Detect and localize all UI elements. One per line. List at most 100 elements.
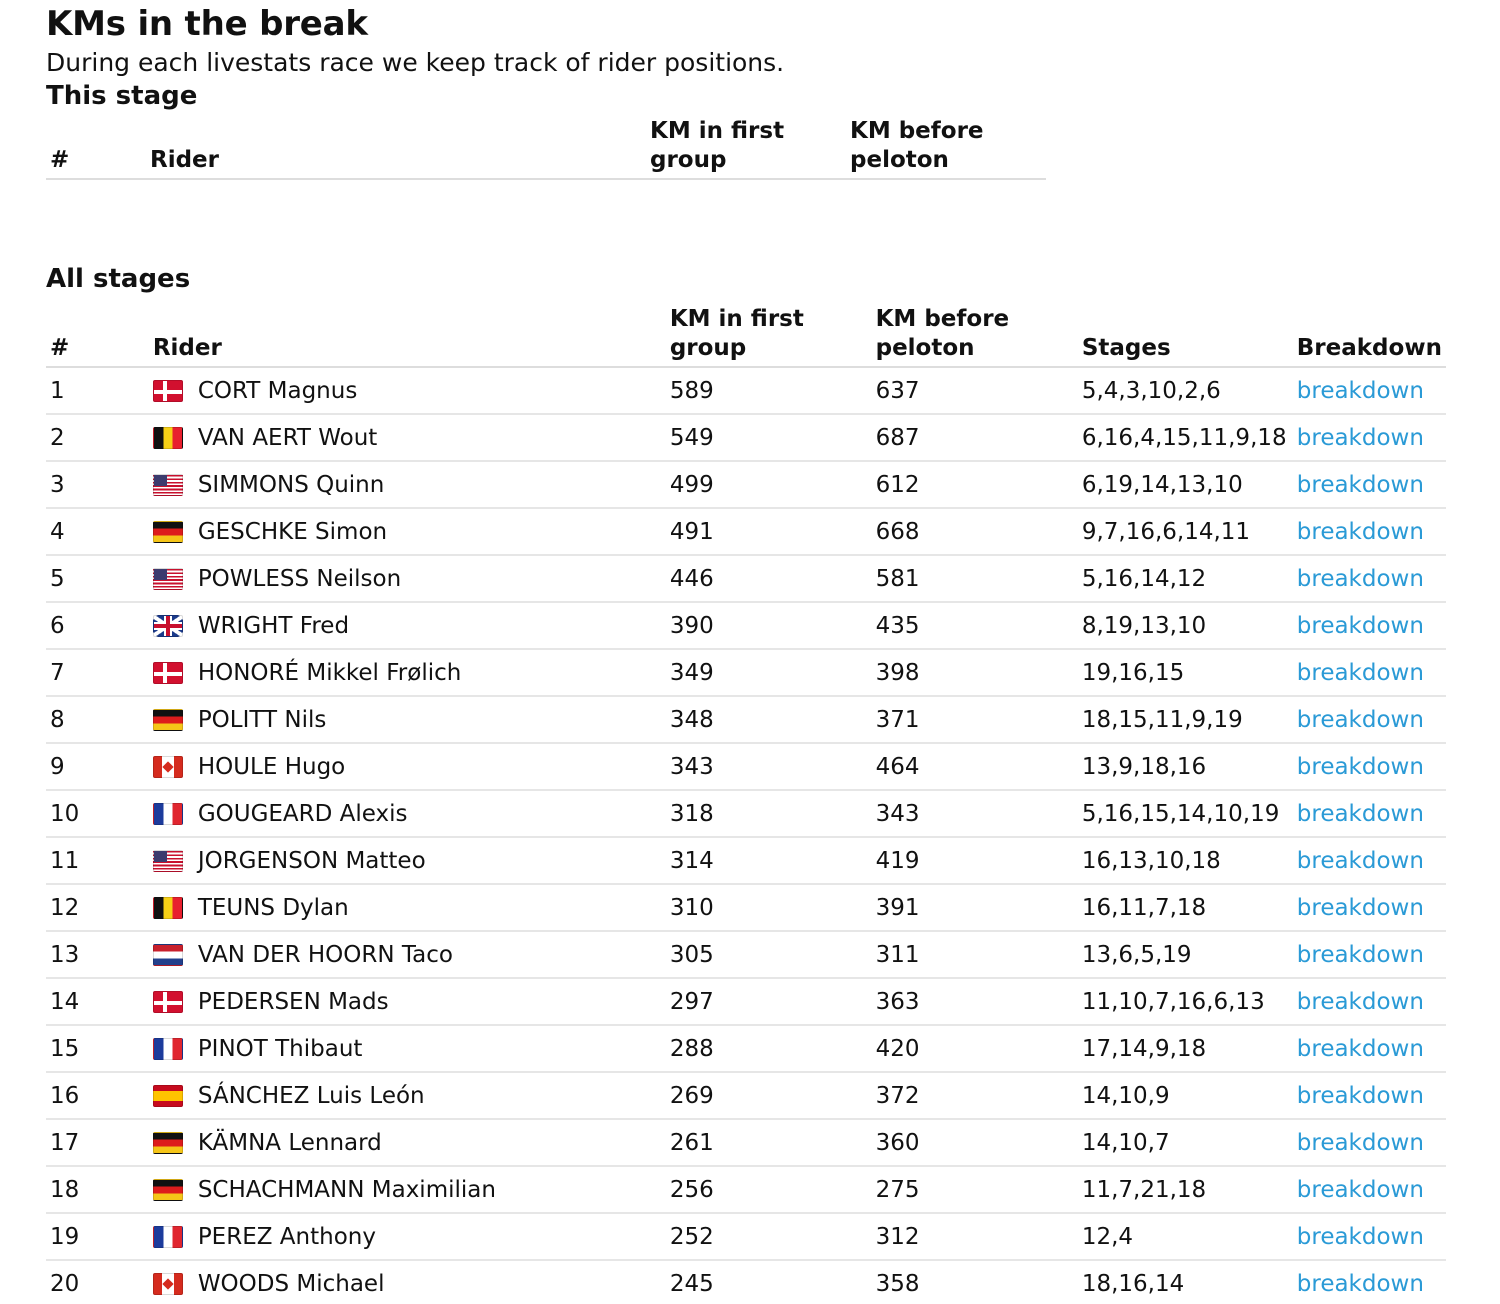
km-first-group-cell: 305 — [665, 931, 872, 979]
rider-name: PEDERSEN Mads — [197, 988, 389, 1015]
km-before-peloton-cell: 637 — [871, 367, 1078, 415]
breakdown-link[interactable]: breakdown — [1296, 753, 1424, 780]
km-first-group-cell: 589 — [665, 367, 872, 415]
km-before-peloton-cell: 312 — [871, 1213, 1078, 1261]
breakdown-link[interactable]: breakdown — [1296, 659, 1424, 686]
rank-cell: 9 — [46, 743, 149, 791]
rider-cell: PEREZ Anthony — [148, 1213, 666, 1261]
breakdown-link[interactable]: breakdown — [1296, 1223, 1424, 1250]
col-header-km-first-group[interactable]: KM in first group — [665, 305, 872, 368]
breakdown-cell: breakdown — [1292, 1119, 1446, 1167]
col-header-num[interactable]: # — [46, 305, 149, 368]
breakdown-link[interactable]: breakdown — [1296, 518, 1424, 545]
stages-cell: 6,16,4,15,11,9,18 — [1077, 414, 1293, 462]
col-header-km-first-group[interactable]: KM in first group — [646, 117, 846, 180]
col-header-stages[interactable]: Stages — [1077, 305, 1293, 368]
col-header-breakdown[interactable]: Breakdown — [1292, 305, 1446, 368]
rank-cell: 16 — [46, 1072, 149, 1120]
breakdown-cell: breakdown — [1292, 508, 1446, 556]
breakdown-link[interactable]: breakdown — [1296, 847, 1424, 874]
breakdown-link[interactable]: breakdown — [1296, 377, 1424, 404]
km-first-group-cell: 549 — [665, 414, 872, 462]
breakdown-link[interactable]: breakdown — [1296, 1176, 1424, 1203]
breakdown-link[interactable]: breakdown — [1296, 988, 1424, 1015]
stages-cell: 9,7,16,6,14,11 — [1077, 508, 1293, 556]
km-first-group-cell: 261 — [665, 1119, 872, 1167]
km-first-group-cell: 310 — [665, 884, 872, 932]
stages-cell: 13,6,5,19 — [1077, 931, 1293, 979]
flag-dk-icon — [152, 661, 183, 684]
rider-name: SÁNCHEZ Luis León — [197, 1082, 425, 1109]
rider-name: POWLESS Neilson — [197, 565, 402, 592]
rider-cell: POLITT Nils — [148, 696, 666, 744]
flag-fr-icon — [152, 1037, 183, 1060]
breakdown-link[interactable]: breakdown — [1296, 1270, 1424, 1297]
table-row: 13 VAN DER HOORN Taco 305 311 13,6,5,19 break… — [46, 931, 1446, 979]
flag-de-icon — [152, 708, 183, 731]
rank-cell: 7 — [46, 649, 149, 697]
stages-cell: 14,10,9 — [1077, 1072, 1293, 1120]
flag-gb-icon — [152, 614, 183, 637]
km-first-group-cell: 390 — [665, 602, 872, 650]
flag-de-icon — [152, 520, 183, 543]
km-first-group-cell: 288 — [665, 1025, 872, 1073]
col-header-rider[interactable]: Rider — [146, 117, 646, 180]
rider-name: HOULE Hugo — [197, 753, 346, 780]
rider-cell: VAN AERT Wout — [148, 414, 666, 462]
breakdown-cell: breakdown — [1292, 1166, 1446, 1214]
stages-cell: 16,13,10,18 — [1077, 837, 1293, 885]
breakdown-link[interactable]: breakdown — [1296, 471, 1424, 498]
breakdown-link[interactable]: breakdown — [1296, 424, 1424, 451]
col-header-num[interactable]: # — [46, 117, 146, 180]
breakdown-link[interactable]: breakdown — [1296, 612, 1424, 639]
rank-cell: 1 — [46, 367, 149, 415]
breakdown-link[interactable]: breakdown — [1296, 800, 1424, 827]
rider-cell: KÄMNA Lennard — [148, 1119, 666, 1167]
breakdown-link[interactable]: breakdown — [1296, 1082, 1424, 1109]
table-row: 20 WOODS Michael 245 358 18,16,14 breakdown — [46, 1260, 1446, 1304]
stages-cell: 17,14,9,18 — [1077, 1025, 1293, 1073]
rider-name: KÄMNA Lennard — [197, 1129, 382, 1156]
flag-fr-icon — [152, 802, 183, 825]
km-before-peloton-cell: 612 — [871, 461, 1078, 509]
breakdown-cell: breakdown — [1292, 696, 1446, 744]
km-first-group-cell: 499 — [665, 461, 872, 509]
breakdown-link[interactable]: breakdown — [1296, 894, 1424, 921]
breakdown-link[interactable]: breakdown — [1296, 941, 1424, 968]
km-before-peloton-cell: 275 — [871, 1166, 1078, 1214]
rider-cell: SÁNCHEZ Luis León — [148, 1072, 666, 1120]
rank-cell: 19 — [46, 1213, 149, 1261]
stages-cell: 12,4 — [1077, 1213, 1293, 1261]
breakdown-link[interactable]: breakdown — [1296, 565, 1424, 592]
col-header-km-before-peloton[interactable]: KM before peloton — [846, 117, 1046, 180]
rider-name: PINOT Thibaut — [197, 1035, 363, 1062]
flag-dk-icon — [152, 990, 183, 1013]
col-header-km-before-peloton[interactable]: KM before peloton — [871, 305, 1078, 368]
breakdown-cell: breakdown — [1292, 602, 1446, 650]
col-header-rider[interactable]: Rider — [148, 305, 666, 368]
table-row: 7 HONORÉ Mikkel Frølich 349 398 19,16,15 brea… — [46, 649, 1446, 697]
breakdown-cell: breakdown — [1292, 1072, 1446, 1120]
km-first-group-cell: 343 — [665, 743, 872, 791]
stages-cell: 5,16,15,14,10,19 — [1077, 790, 1293, 838]
this-stage-table: # Rider KM in first group KM before pelo… — [46, 117, 1046, 180]
breakdown-cell: breakdown — [1292, 790, 1446, 838]
flag-ca-icon — [152, 755, 183, 778]
stages-cell: 5,4,3,10,2,6 — [1077, 367, 1293, 415]
breakdown-link[interactable]: breakdown — [1296, 1129, 1424, 1156]
stages-cell: 8,19,13,10 — [1077, 602, 1293, 650]
rider-name: CORT Magnus — [197, 377, 358, 404]
rider-name: WRIGHT Fred — [197, 612, 350, 639]
km-before-peloton-cell: 391 — [871, 884, 1078, 932]
rider-cell: GOUGEARD Alexis — [148, 790, 666, 838]
breakdown-link[interactable]: breakdown — [1296, 706, 1424, 733]
stages-cell: 16,11,7,18 — [1077, 884, 1293, 932]
table-row: 12 TEUNS Dylan 310 391 16,11,7,18 breakdown — [46, 884, 1446, 932]
stages-cell: 5,16,14,12 — [1077, 555, 1293, 603]
table-row: 8 POLITT Nils 348 371 18,15,11,9,19 breakdown — [46, 696, 1446, 744]
breakdown-cell: breakdown — [1292, 414, 1446, 462]
rank-cell: 11 — [46, 837, 149, 885]
breakdown-link[interactable]: breakdown — [1296, 1035, 1424, 1062]
km-before-peloton-cell: 464 — [871, 743, 1078, 791]
km-before-peloton-cell: 398 — [871, 649, 1078, 697]
